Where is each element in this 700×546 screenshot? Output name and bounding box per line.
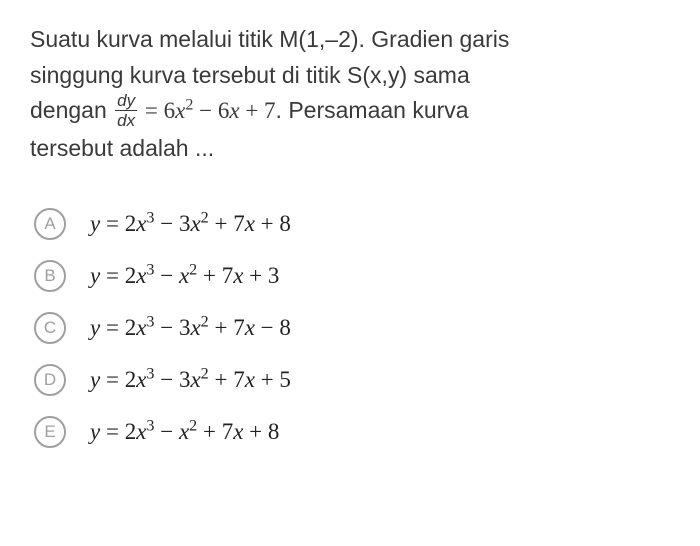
question-line-3-pre: dengan xyxy=(30,97,113,123)
question-line-2: singgung kurva tersebut di titik S(x,y) … xyxy=(30,62,470,88)
option-letter: C xyxy=(44,318,56,338)
fraction-numerator: dy xyxy=(115,92,137,111)
fraction-denominator: dx xyxy=(115,111,137,129)
option-b[interactable]: B y = 2x3 − x2 + 7x + 3 xyxy=(34,260,670,292)
option-expression: y = 2x3 − 3x2 + 7x − 8 xyxy=(90,315,291,341)
option-letter-circle: E xyxy=(34,416,66,448)
option-letter: D xyxy=(44,370,56,390)
option-expression: y = 2x3 − x2 + 7x + 8 xyxy=(90,419,279,445)
option-letter-circle: D xyxy=(34,364,66,396)
option-d[interactable]: D y = 2x3 − 3x2 + 7x + 5 xyxy=(34,364,670,396)
option-letter: B xyxy=(44,266,55,286)
options-list: A y = 2x3 − 3x2 + 7x + 8 B y = 2x3 − x2 … xyxy=(30,208,670,448)
question-equation: = 6x2 − 6x + 7 xyxy=(139,98,275,123)
question-line-1: Suatu kurva melalui titik M(1,–2). Gradi… xyxy=(30,26,509,52)
option-letter-circle: C xyxy=(34,312,66,344)
option-a[interactable]: A y = 2x3 − 3x2 + 7x + 8 xyxy=(34,208,670,240)
fraction-dy-dx: dydx xyxy=(115,92,137,129)
option-expression: y = 2x3 − x2 + 7x + 3 xyxy=(90,263,279,289)
option-expression: y = 2x3 − 3x2 + 7x + 8 xyxy=(90,211,291,237)
question-text: Suatu kurva melalui titik M(1,–2). Gradi… xyxy=(30,22,670,166)
question-line-4: tersebut adalah ... xyxy=(30,135,214,161)
option-letter: A xyxy=(44,214,55,234)
option-c[interactable]: C y = 2x3 − 3x2 + 7x − 8 xyxy=(34,312,670,344)
option-e[interactable]: E y = 2x3 − x2 + 7x + 8 xyxy=(34,416,670,448)
option-letter-circle: B xyxy=(34,260,66,292)
option-expression: y = 2x3 − 3x2 + 7x + 5 xyxy=(90,367,291,393)
option-letter: E xyxy=(44,422,55,442)
option-letter-circle: A xyxy=(34,208,66,240)
question-line-3-post: . Persamaan kurva xyxy=(276,97,469,123)
